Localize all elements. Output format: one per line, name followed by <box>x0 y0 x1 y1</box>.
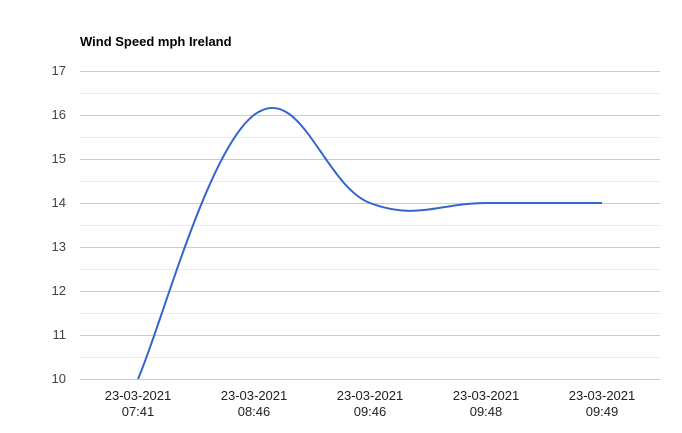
x-tick-time: 09:49 <box>585 404 619 419</box>
x-tick-time: 08:46 <box>237 404 271 419</box>
series-line[interactable] <box>137 106 602 379</box>
x-tick-time: 09:48 <box>469 404 503 419</box>
y-tick-label: 15 <box>51 151 66 166</box>
x-tick-label: 23-03-2021 08:46 <box>204 388 304 420</box>
y-tick-label: 12 <box>51 283 66 298</box>
x-tick-date: 23-03-2021 <box>220 388 288 403</box>
x-tick-date: 23-03-2021 <box>452 388 520 403</box>
y-tick-label: 13 <box>51 239 66 254</box>
x-tick-date: 23-03-2021 <box>104 388 172 403</box>
y-tick-label: 16 <box>51 107 66 122</box>
x-tick-label: 23-03-2021 07:41 <box>88 388 188 420</box>
x-tick-label: 23-03-2021 09:48 <box>436 388 536 420</box>
chart-title: Wind Speed mph Ireland <box>80 34 232 49</box>
x-tick-label: 23-03-2021 09:46 <box>320 388 420 420</box>
x-tick-date: 23-03-2021 <box>568 388 636 403</box>
x-tick-time: 07:41 <box>121 404 155 419</box>
x-tick-label: 23-03-2021 09:49 <box>552 388 652 420</box>
y-tick-label: 17 <box>51 63 66 78</box>
y-tick-label: 14 <box>51 195 66 210</box>
y-tick-label: 10 <box>51 371 66 386</box>
y-tick-label: 11 <box>52 327 67 342</box>
x-tick-date: 23-03-2021 <box>336 388 404 403</box>
x-tick-time: 09:46 <box>353 404 387 419</box>
